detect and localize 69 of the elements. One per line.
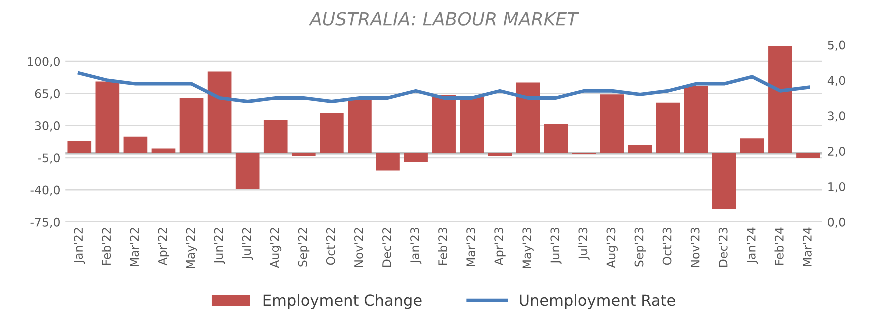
x-tick-label: Sep'22 [298, 228, 310, 267]
y2-tick-label: 3,0 [828, 112, 846, 122]
x-tick-label: Mar'24 [802, 228, 812, 266]
bar [292, 153, 316, 156]
y2-tick-label: 5,0 [828, 40, 846, 51]
bar [488, 153, 512, 156]
bar [124, 136, 148, 154]
x-tick-label: Jun'23 [550, 228, 562, 264]
x-tick-label: Sep'23 [634, 228, 646, 267]
bar [516, 82, 540, 154]
x-tick-label: Nov'23 [690, 228, 700, 268]
legend-label: Unemployment Rate [520, 294, 676, 310]
y-tick-label: -5,0 [38, 154, 60, 164]
bar [96, 82, 120, 154]
bar [460, 97, 484, 154]
x-tick-label: Jul'22 [242, 228, 254, 260]
x-tick-label: Mar'23 [466, 228, 476, 266]
y-tick-label: -40,0 [30, 186, 60, 196]
x-tick-label: Dec'23 [718, 228, 728, 267]
y2-tick-label: 2,0 [828, 147, 846, 158]
x-tick-label: Nov'22 [354, 228, 364, 268]
chart-title: AUSTRALIA: LABOUR MARKET [309, 12, 580, 26]
y-tick-label: 65,0 [35, 89, 60, 100]
x-tick-label: Oct'23 [662, 228, 672, 266]
line-series [78, 72, 810, 104]
y2-tick-label: 1,0 [828, 182, 846, 193]
bar [68, 141, 92, 154]
x-tick-label: Apr'23 [494, 228, 506, 266]
y-tick-label: -75,0 [30, 218, 60, 228]
bar [796, 153, 820, 158]
bar [404, 153, 428, 163]
bar [684, 86, 708, 154]
bar [320, 112, 344, 154]
x-tick-label: Jan'23 [410, 228, 422, 264]
x-tick-label: Mar'22 [130, 228, 140, 266]
bar [264, 120, 288, 154]
bar [656, 102, 680, 154]
bar [740, 138, 764, 154]
x-tick-label: Aug'22 [270, 228, 282, 268]
x-tick-label: May'23 [522, 228, 534, 269]
bar [376, 153, 400, 171]
bar [628, 145, 652, 154]
bar [236, 153, 260, 190]
y2-tick-label: 4,0 [828, 76, 846, 86]
bar [432, 96, 456, 154]
x-tick-label: May'22 [186, 228, 198, 269]
bar [600, 94, 624, 154]
y-tick-label: 100,0 [28, 57, 60, 68]
x-tick-label: Jun'22 [214, 228, 226, 264]
x-tick-label: Jan'24 [746, 228, 758, 264]
x-tick-label: Feb'23 [438, 228, 448, 266]
x-tick-label: Dec'22 [382, 228, 392, 267]
bar [544, 124, 568, 154]
x-tick-label: Jul'23 [578, 228, 590, 260]
y2-tick-label: 0,0 [828, 218, 846, 228]
x-tick-label: Jan'22 [74, 228, 86, 264]
x-tick-label: Feb'22 [102, 228, 112, 266]
bar [152, 148, 176, 154]
x-tick-label: Oct'22 [326, 228, 336, 266]
bar [208, 72, 232, 154]
legend-label: Employment Change [264, 294, 422, 310]
bar [768, 46, 792, 154]
y-tick-label: 30,0 [35, 122, 60, 132]
bar [712, 153, 736, 210]
x-tick-label: Feb'24 [774, 228, 784, 266]
bar [180, 98, 204, 154]
bar [348, 100, 372, 154]
x-tick-label: Apr'22 [158, 228, 170, 266]
x-tick-label: Aug'23 [606, 228, 618, 268]
